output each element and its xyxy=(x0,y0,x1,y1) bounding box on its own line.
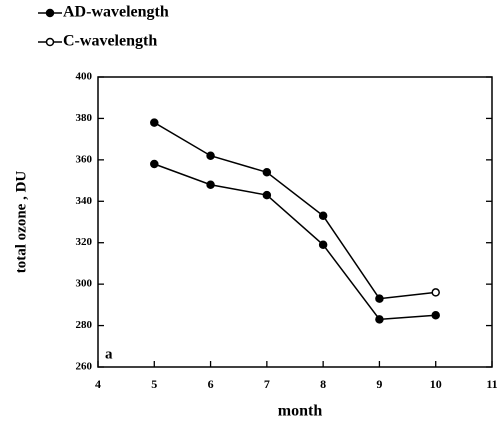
data-point xyxy=(431,288,440,297)
y-tick-label: 380 xyxy=(76,112,93,124)
y-tick-label: 300 xyxy=(76,278,93,290)
x-tick-label: 10 xyxy=(430,377,442,391)
y-tick-label: 260 xyxy=(76,361,93,373)
x-tick-label: 5 xyxy=(151,377,157,391)
y-tick-label: 320 xyxy=(76,236,93,248)
data-point xyxy=(150,159,159,169)
series-line xyxy=(154,163,436,321)
data-point xyxy=(262,168,272,177)
x-tick-label: 7 xyxy=(264,377,270,391)
data-point xyxy=(262,190,272,200)
x-tick-label: 9 xyxy=(376,377,382,391)
x-tick-label: 4 xyxy=(95,377,101,391)
y-tick-label: 400 xyxy=(76,71,93,83)
data-point xyxy=(318,240,328,250)
data-point xyxy=(431,310,440,320)
x-tick-label: 8 xyxy=(320,377,326,391)
legend-marker xyxy=(45,37,55,47)
data-point xyxy=(150,118,159,127)
data-point xyxy=(206,180,215,189)
y-tick-label: 360 xyxy=(76,153,93,165)
legend-label: C-wavelength xyxy=(63,33,157,50)
legend-marker xyxy=(45,8,55,18)
plot-frame xyxy=(97,76,493,368)
y-tick-label: 280 xyxy=(76,319,93,331)
data-point xyxy=(375,315,384,324)
y-tick-label: 340 xyxy=(76,195,93,207)
legend-label: AD-wavelength xyxy=(63,4,169,21)
data-point xyxy=(206,151,215,160)
x-tick-label: 6 xyxy=(208,377,214,391)
panel-label: a xyxy=(105,346,113,362)
x-axis-label: month xyxy=(278,403,323,420)
data-point xyxy=(318,211,328,221)
series-line xyxy=(153,121,436,300)
x-tick-label: 11 xyxy=(486,377,497,391)
data-point xyxy=(375,294,384,303)
y-axis-label: total ozone , DU xyxy=(13,171,29,274)
